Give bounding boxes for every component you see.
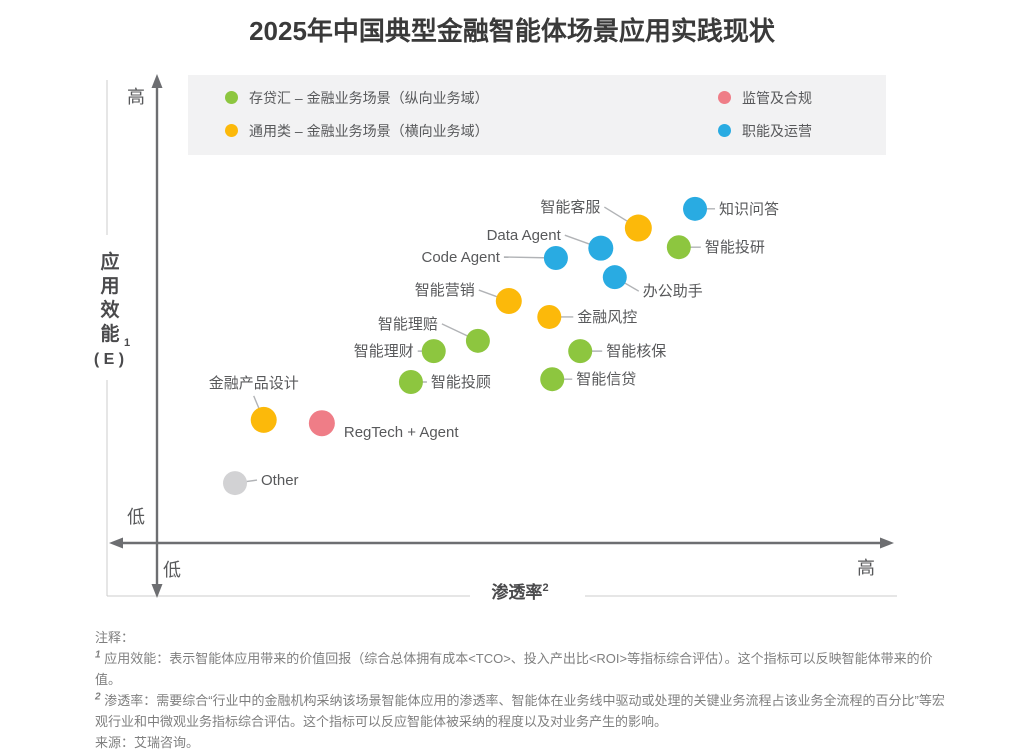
scatter-dot-regulation (308, 410, 335, 437)
legend-label: 通用类 – 金融业务场景（横向业务域） (249, 122, 489, 139)
note-1-sup: 1 (95, 649, 101, 661)
legend-item-general: 通用类 – 金融业务场景（横向业务域） (225, 121, 718, 141)
data-point-group: RegTech + Agent (308, 410, 460, 441)
data-point-group: 办公助手 (602, 265, 703, 300)
y-axis-title-char: 用 (100, 276, 119, 297)
note-2-sup: 2 (95, 691, 101, 703)
x-axis-title: 渗透率2 (491, 582, 548, 602)
x-axis-title-text: 渗透率 (491, 582, 542, 602)
data-point-label: 金融风控 (577, 309, 637, 326)
data-point-group: 智能理财 (354, 339, 446, 364)
legend-item-operations: 职能及运营 (718, 121, 886, 141)
legend-swatch-icon (225, 124, 238, 137)
scatter-dot-deposit (666, 235, 691, 260)
x-axis-arrow-left-icon (109, 537, 123, 549)
note-2: 2 渗透率：需要综合“行业中的金融机构采纳该场景智能体应用的渗透率、智能体在业务… (95, 690, 947, 732)
x-axis-high-label: 高 (857, 558, 875, 578)
y-axis-title-char: 效 (100, 298, 119, 321)
scatter-dot-operations (588, 235, 614, 261)
data-point-label: 智能信贷 (576, 370, 636, 388)
data-point-label: 智能客服 (540, 198, 600, 216)
data-point-group: 智能客服 (540, 198, 652, 242)
data-point-group: Code Agent (422, 245, 568, 270)
data-point-label: Other (261, 472, 299, 489)
data-point-group: Data Agent (487, 227, 614, 261)
y-axis-high-label: 高 (127, 87, 145, 107)
data-point-label: 智能营销 (415, 281, 475, 299)
note-1-text: 应用效能：表示智能体应用带来的价值回报（综合总体拥有成本<TCO>、投入产出比<… (95, 651, 933, 687)
data-point-group: Other (223, 471, 299, 496)
data-point-label: 智能核保 (606, 342, 666, 360)
legend-swatch-icon (718, 124, 731, 137)
axis-arrowheads (109, 74, 894, 598)
scatter-dot-deposit (540, 367, 565, 392)
y-axis-title-paren: ( E ) (94, 351, 124, 368)
data-point-label: 智能投顾 (431, 373, 491, 391)
legend-label: 监管及合规 (742, 89, 812, 106)
scatter-dot-general (624, 214, 652, 242)
scatter-dot-operations (683, 196, 708, 221)
legend-label: 存贷汇 – 金融业务场景（纵向业务域） (249, 89, 489, 106)
data-point-label: 办公助手 (643, 283, 703, 300)
data-point-label: 智能投研 (705, 238, 765, 256)
x-axis-low-label: 低 (163, 560, 181, 580)
y-axis-title-char: 应 (100, 250, 119, 273)
guide-lines (106, 80, 897, 597)
data-point-group: 知识问答 (683, 196, 779, 221)
scatter-dot-general (495, 288, 522, 315)
data-point-label: 金融产品设计 (209, 375, 299, 392)
legend-item-regulation: 监管及合规 (718, 88, 886, 108)
data-point-group: 智能投顾 (398, 370, 491, 395)
note-1: 1 应用效能：表示智能体应用带来的价值回报（综合总体拥有成本<TCO>、投入产出… (95, 648, 947, 690)
scatter-dot-operations (602, 265, 627, 290)
data-point-group: 智能核保 (568, 339, 666, 364)
notes-block: 注释： 1 应用效能：表示智能体应用带来的价值回报（综合总体拥有成本<TCO>、… (95, 627, 947, 753)
y-axis-title-sub: 1 (124, 337, 130, 349)
y-axis-arrow-up-icon (151, 74, 163, 88)
axes (120, 86, 883, 586)
scatter-dot-other (223, 471, 248, 496)
legend-label: 职能及运营 (742, 122, 812, 139)
y-axis-low-label: 低 (127, 507, 145, 527)
data-point-label: Data Agent (487, 227, 562, 244)
legend-swatch-icon (718, 91, 731, 104)
data-point-group: 智能理赔 (378, 315, 490, 353)
data-point-label: RegTech + Agent (344, 424, 460, 441)
source-line: 来源：艾瑞咨询。 (95, 735, 200, 750)
note-2-text: 渗透率：需要综合“行业中的金融机构采纳该场景智能体应用的渗透率、智能体在业务线中… (95, 693, 945, 729)
data-point-group: 智能营销 (415, 281, 522, 315)
scatter-dot-deposit (568, 339, 593, 364)
data-point-group: 金融产品设计 (209, 375, 299, 433)
y-axis-title-char: 能 (100, 322, 119, 345)
scatter-dot-deposit (421, 339, 446, 364)
scatter-dot-operations (543, 245, 568, 270)
legend: 存贷汇 – 金融业务场景（纵向业务域） 监管及合规通用类 – 金融业务场景（横向业… (188, 75, 886, 155)
data-point-label: 智能理赔 (378, 315, 438, 333)
legend-swatch-icon (225, 91, 238, 104)
data-point-group: 金融风控 (537, 304, 637, 329)
scatter-dot-deposit (465, 328, 490, 353)
data-point-group: 智能投研 (666, 235, 765, 260)
data-point-label: Code Agent (422, 249, 501, 266)
data-point-label: 智能理财 (354, 342, 414, 360)
y-axis-arrow-down-icon (151, 584, 163, 598)
data-point-label: 知识问答 (719, 201, 779, 218)
legend-item-deposit: 存贷汇 – 金融业务场景（纵向业务域） (225, 88, 718, 108)
scatter-dot-general (537, 304, 562, 329)
scatter-dot-general (250, 406, 277, 433)
y-axis-title: 应用效能 1( E ) (94, 250, 130, 368)
x-axis-arrow-right-icon (880, 537, 894, 549)
data-point-group: 智能信贷 (540, 367, 636, 392)
scatter-dot-deposit (398, 370, 423, 395)
notes-header: 注释： (95, 630, 135, 645)
page-title: 2025年中国典型金融智能体场景应用实践现状 (249, 16, 775, 46)
x-axis-title-sup: 2 (542, 582, 548, 594)
